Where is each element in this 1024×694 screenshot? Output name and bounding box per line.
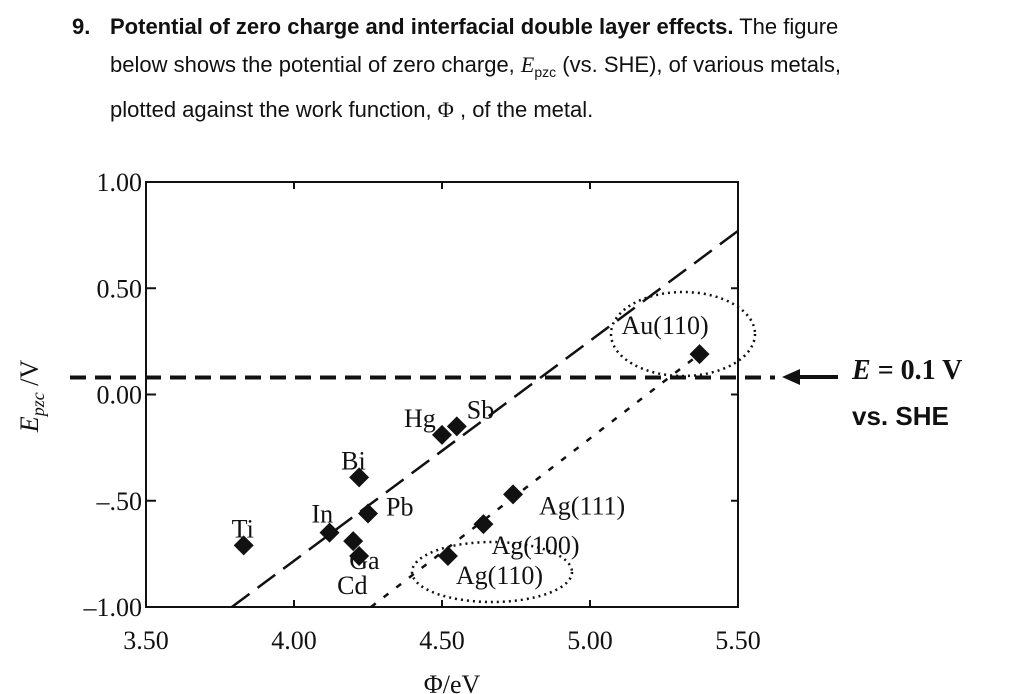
data-point-label: Ti <box>232 514 254 543</box>
annotation-arrow-head <box>782 369 800 385</box>
question-text: 9. Potential of zero charge and interfaci… <box>72 8 992 129</box>
annotation-equation: E = 0.1 V <box>851 355 962 386</box>
data-point-marker <box>437 546 458 566</box>
trend-line-long-dash <box>231 229 739 609</box>
data-point-marker <box>233 535 254 556</box>
highlight-ovals <box>410 290 757 604</box>
data-points <box>233 344 710 566</box>
epzc-symbol: E <box>520 52 535 77</box>
data-point-label: Ag(111) <box>539 491 625 520</box>
x-tick-label: 3.50 <box>123 626 169 655</box>
annotation-value: = 0.1 V <box>871 355 963 386</box>
data-point-marker <box>349 467 370 488</box>
question-line-2: below shows the potential of zero charge… <box>72 46 992 91</box>
data-point-marker <box>358 503 378 524</box>
question-text-c: (vs. SHE), of various metals, <box>556 52 842 77</box>
y-tick-labels: 1.00 0.50 0.00 –.50 –1.00 <box>83 168 143 622</box>
question-text-e: , of the metal. <box>453 97 594 122</box>
reference-annotation: E = 0.1 V vs. SHE <box>782 355 962 431</box>
data-point-label: Ag(110) <box>456 561 543 590</box>
annotation-symbol: E <box>851 355 871 386</box>
question-text-b: below shows the potential of zero charge… <box>110 52 521 77</box>
y-axis-label-unit: /V <box>15 360 44 393</box>
annotation-reference: vs. SHE <box>852 401 949 431</box>
x-tick-label: 5.00 <box>567 626 613 655</box>
data-point-label: Cd <box>337 571 367 600</box>
data-point-marker <box>343 531 364 552</box>
fit-lines <box>70 229 775 609</box>
phi-symbol: Φ <box>437 97 454 122</box>
data-point-marker <box>349 546 370 566</box>
x-tick-label: 5.50 <box>715 626 761 655</box>
ag110-highlight-oval <box>410 540 574 604</box>
data-point-label: Pb <box>386 493 413 522</box>
y-axis-label-subscript: pzc <box>28 392 48 418</box>
question-text-a: The figure <box>733 14 839 39</box>
y-tick-label: 0.00 <box>97 381 143 410</box>
x-tick-label: 4.00 <box>271 626 317 655</box>
data-point-label: Sb <box>467 395 494 424</box>
x-axis-label: Φ/eV <box>424 670 481 694</box>
data-point-marker <box>319 522 340 543</box>
question-title: Potential of zero charge and interfacial… <box>110 14 734 39</box>
data-point-label: Hg <box>404 404 436 433</box>
question-text-d: plotted against the work function, <box>110 97 438 122</box>
data-point-label: Au(110) <box>622 311 709 340</box>
au110-highlight-oval <box>609 290 757 378</box>
y-tick-label: –1.00 <box>83 593 143 622</box>
epzc-subscript: pzc <box>534 64 557 80</box>
question-number: 9. <box>72 14 91 39</box>
tick-marks <box>145 181 739 608</box>
data-point-label: Ga <box>349 546 380 575</box>
y-axis-label-symbol: E <box>15 416 44 433</box>
data-point-marker <box>446 416 467 437</box>
y-tick-label: 1.00 <box>97 168 143 197</box>
y-axis-label: Epzc /V <box>15 360 48 434</box>
data-point-marker <box>689 344 710 365</box>
data-point-label: Ag(100) <box>491 531 579 560</box>
data-point-label: Bi <box>341 446 366 475</box>
question-line-3: plotted against the work function, Φ , o… <box>72 91 992 129</box>
question-line-1: 9. Potential of zero charge and interfaci… <box>72 8 992 46</box>
data-point-marker <box>432 424 452 445</box>
data-point-marker <box>473 514 494 535</box>
data-point-label: In <box>312 500 334 529</box>
data-point-marker <box>503 484 524 505</box>
trend-line-short-dash <box>370 353 701 608</box>
x-tick-label: 4.50 <box>419 626 465 655</box>
y-tick-label: –.50 <box>96 487 143 516</box>
y-tick-label: 0.50 <box>97 274 143 303</box>
x-tick-labels: 3.50 4.00 4.50 5.00 5.50 <box>123 626 761 655</box>
